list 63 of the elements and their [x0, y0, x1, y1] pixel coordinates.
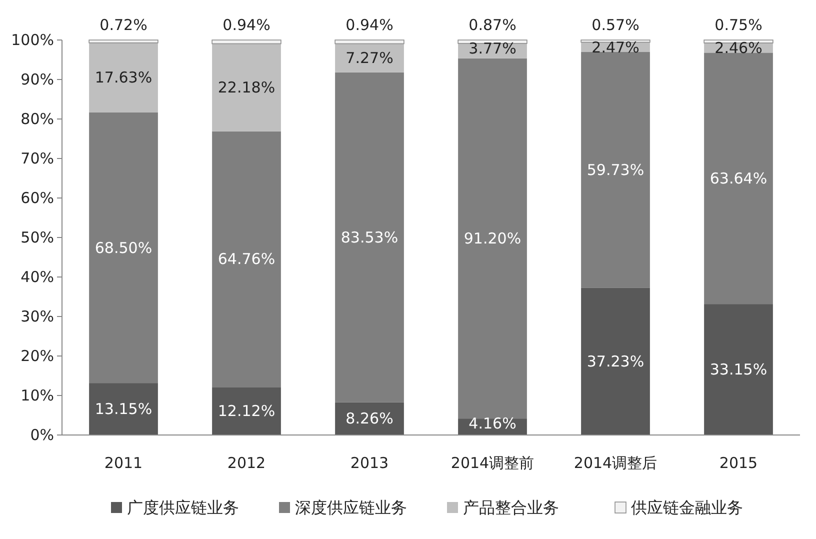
data-label: 2.47%: [592, 38, 640, 56]
bar: [581, 52, 650, 288]
legend-label: 广度供应链业务: [127, 498, 239, 517]
y-tick-label: 0%: [30, 426, 54, 444]
bar: [458, 40, 528, 44]
x-tick-label: 2015: [719, 454, 758, 472]
y-tick-label: 60%: [20, 189, 54, 207]
bar: [334, 40, 404, 44]
data-label: 17.63%: [94, 68, 152, 87]
data-label: 3.77%: [468, 39, 516, 58]
data-label: 64.76%: [218, 250, 276, 268]
bar: [704, 40, 774, 44]
y-tick-label: 100%: [11, 31, 54, 49]
bar: [212, 131, 281, 388]
data-label: 37.23%: [586, 352, 644, 370]
data-label: 83.53%: [340, 228, 398, 246]
legend-label: 供应链金融业务: [631, 498, 743, 517]
bar: [704, 52, 773, 304]
legend-label: 产品整合业务: [463, 498, 559, 517]
x-tick-label: 2014调整前: [450, 454, 534, 472]
data-label: 63.64%: [710, 169, 768, 188]
data-label: 0.75%: [714, 16, 762, 34]
data-label: 4.16%: [468, 414, 516, 433]
data-label: 0.94%: [222, 16, 270, 34]
bar: [704, 304, 773, 435]
x-tick-label: 2014调整后: [574, 454, 658, 472]
data-label: 0.72%: [100, 16, 148, 34]
y-tick-label: 80%: [20, 110, 54, 128]
bar: [88, 40, 158, 44]
legend-label: 深度供应链业务: [295, 498, 407, 517]
bar: [335, 72, 404, 402]
data-label: 13.15%: [94, 400, 152, 418]
data-label: 7.27%: [346, 49, 394, 68]
y-tick-label: 30%: [20, 308, 54, 326]
bar: [458, 58, 527, 419]
bar: [335, 44, 404, 72]
data-label: 8.26%: [346, 410, 394, 428]
y-tick-label: 50%: [20, 228, 54, 246]
y-tick-label: 90%: [20, 70, 54, 88]
bar: [89, 112, 158, 384]
data-label: 22.18%: [218, 78, 276, 97]
data-label: 0.94%: [346, 16, 394, 34]
bar: [212, 40, 282, 44]
x-tick-label: 2012: [227, 454, 266, 472]
y-tick-label: 20%: [20, 347, 54, 365]
x-tick-label: 2013: [350, 454, 389, 472]
data-label: 59.73%: [586, 160, 644, 179]
data-label: 12.12%: [218, 402, 276, 420]
data-label: 68.50%: [94, 238, 152, 257]
bar: [212, 387, 281, 435]
bar: [581, 288, 650, 435]
data-label: 2.46%: [714, 38, 762, 57]
y-tick-label: 70%: [20, 150, 54, 168]
data-label: 0.57%: [592, 16, 640, 34]
bar: [89, 42, 158, 112]
data-label: 33.15%: [710, 360, 768, 379]
y-tick-label: 40%: [20, 268, 54, 286]
x-tick-label: 2011: [104, 454, 143, 472]
data-label: 91.20%: [464, 229, 522, 248]
data-label: 0.87%: [468, 16, 516, 34]
bar: [212, 44, 281, 132]
y-tick-label: 10%: [20, 386, 54, 404]
bar: [89, 383, 158, 435]
